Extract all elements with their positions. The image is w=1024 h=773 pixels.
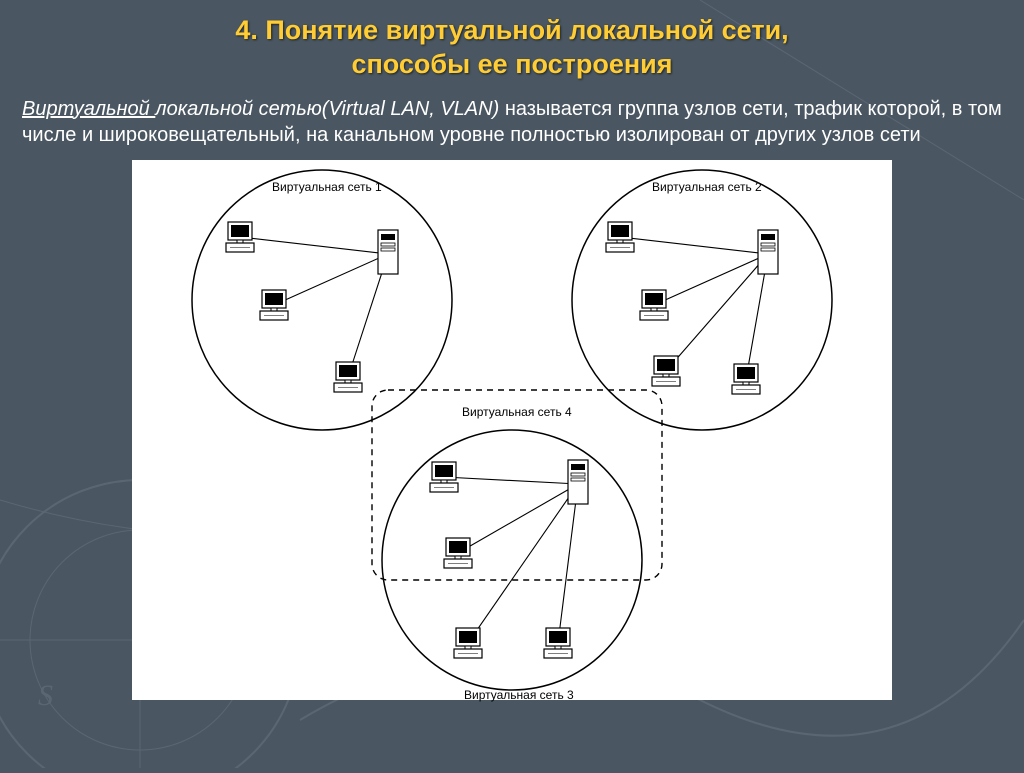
label-net4: Виртуальная сеть 4 (462, 405, 572, 419)
label-net3: Виртуальная сеть 3 (464, 688, 574, 702)
title-line-1: 4. Понятие виртуальной локальной сети, (235, 15, 788, 45)
vlan-diagram: Виртуальная сеть 1 Виртуальная сеть 2 Ви… (132, 160, 892, 700)
title-line-2: способы ее построения (351, 49, 672, 79)
definition-paragraph: Виртуальной локальной сетью(Virtual LAN,… (0, 90, 1024, 156)
def-italic: локальной сетью(Virtual LAN, VLAN) (155, 98, 505, 120)
label-net2: Виртуальная сеть 2 (652, 180, 762, 194)
page-title: 4. Понятие виртуальной локальной сети, с… (0, 0, 1024, 90)
def-term: Виртуальной (22, 98, 155, 120)
label-net1: Виртуальная сеть 1 (272, 180, 382, 194)
svg-text:S: S (38, 679, 53, 712)
